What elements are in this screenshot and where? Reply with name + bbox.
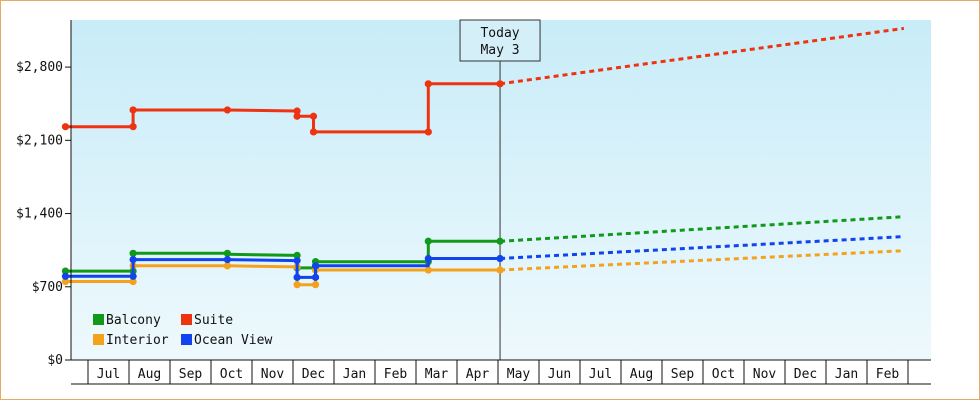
series-forecast-suite (499, 26, 905, 86)
y-tick-label: $700 (32, 280, 63, 295)
data-point (496, 254, 504, 263)
data-point (311, 281, 320, 289)
data-point (293, 107, 301, 115)
y-tick-label: $0 (47, 353, 63, 368)
data-point (309, 112, 318, 120)
data-point (293, 281, 301, 289)
data-point (61, 277, 70, 286)
x-tick-label: Nov (261, 367, 285, 382)
plot-background (71, 20, 931, 360)
legend-label: Suite (194, 313, 233, 328)
legend-item-suite: Suite (181, 313, 233, 328)
legend-swatch (93, 334, 104, 345)
x-tick-label: Jan (835, 367, 858, 382)
x-tick-label: Nov (753, 367, 777, 382)
legend-swatch (181, 314, 192, 325)
data-point (424, 128, 432, 136)
legend-swatch (181, 334, 192, 345)
x-tick-label: Jul (589, 367, 612, 382)
data-point (61, 123, 70, 131)
data-point (129, 249, 137, 257)
y-tick-label: $2,800 (16, 60, 63, 75)
x-tick-label: Aug (630, 367, 653, 382)
data-point (61, 272, 70, 280)
today-marker: Today May 3 (459, 19, 541, 360)
x-tick-label: Sep (671, 367, 695, 382)
x-tick-label: Jun (548, 367, 571, 382)
x-tick-label: Feb (384, 367, 408, 382)
x-tick-label: Mar (425, 367, 449, 382)
x-tick-label: May (507, 367, 531, 382)
data-point (223, 106, 231, 114)
data-point (129, 106, 137, 114)
data-point (311, 273, 320, 281)
legend-item-interior: Interior (93, 333, 169, 348)
data-point (293, 273, 301, 281)
series-ocean-view (61, 235, 904, 281)
today-box (459, 19, 541, 62)
legend: Balcony Suite Interior Ocean View (93, 313, 272, 348)
data-point (129, 272, 137, 280)
x-tick-label: Apr (466, 367, 490, 382)
data-point (311, 262, 320, 270)
data-point (223, 255, 231, 264)
data-point (61, 267, 70, 275)
x-tick-label: Aug (138, 367, 161, 382)
y-tick-label: $1,400 (16, 207, 63, 222)
series-forecast-interior (500, 249, 904, 272)
data-point (496, 266, 504, 274)
axes: $0 $700 $1,400 $2,100 $2,800 Jul Aug Sep Oct Nov D… (16, 20, 931, 385)
x-tick-label: Oct (220, 367, 243, 382)
x-tick-label: Sep (179, 367, 203, 382)
x-tick-label: Dec (794, 367, 817, 382)
x-tick-label: Jan (343, 367, 366, 382)
data-point (223, 262, 231, 270)
data-point (293, 257, 301, 265)
data-point (129, 277, 137, 286)
data-point (129, 123, 137, 131)
data-point (424, 237, 432, 245)
data-point (424, 80, 432, 88)
data-point (293, 251, 301, 259)
series-forecast-balcony (500, 215, 904, 243)
data-point (496, 237, 504, 245)
data-point (223, 249, 231, 257)
legend-item-balcony: Balcony (93, 313, 161, 328)
legend-item-ocean-view: Ocean View (181, 333, 272, 348)
x-tick-label: Jul (97, 367, 120, 382)
data-point (496, 80, 504, 88)
data-point (129, 255, 137, 264)
y-tick-label: $2,100 (16, 133, 63, 148)
legend-label: Balcony (106, 313, 161, 328)
series-suite (61, 26, 905, 136)
legend-swatch (93, 314, 104, 325)
series-lines (61, 26, 905, 289)
data-point (293, 112, 301, 120)
data-point (424, 266, 432, 274)
data-point (424, 254, 432, 263)
today-label: Today (480, 26, 519, 41)
x-tick-label: Feb (876, 367, 900, 382)
data-point (309, 128, 318, 136)
today-date: May 3 (480, 43, 519, 58)
legend-label: Ocean View (194, 333, 272, 348)
x-tick-label: Oct (712, 367, 735, 382)
series-forecast-ocean-view (500, 235, 904, 260)
x-tick-label: Dec (302, 367, 325, 382)
legend-label: Interior (106, 333, 169, 348)
